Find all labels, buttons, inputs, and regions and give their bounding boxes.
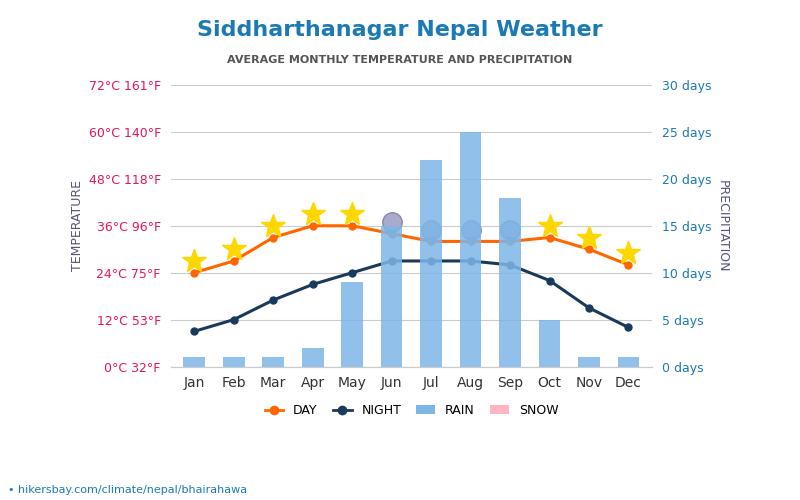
Bar bbox=[538, 320, 560, 366]
Text: • hikersbay.com/climate/nepal/bhairahawa: • hikersbay.com/climate/nepal/bhairahawa bbox=[8, 485, 247, 495]
Text: Siddharthanagar Nepal Weather: Siddharthanagar Nepal Weather bbox=[197, 20, 603, 40]
Bar bbox=[223, 357, 245, 366]
Legend: DAY, NIGHT, RAIN, SNOW: DAY, NIGHT, RAIN, SNOW bbox=[259, 399, 563, 422]
Bar bbox=[262, 357, 284, 366]
Y-axis label: PRECIPITATION: PRECIPITATION bbox=[716, 180, 729, 272]
Bar bbox=[578, 357, 600, 366]
Y-axis label: TEMPERATURE: TEMPERATURE bbox=[71, 180, 84, 272]
Text: AVERAGE MONTHLY TEMPERATURE AND PRECIPITATION: AVERAGE MONTHLY TEMPERATURE AND PRECIPIT… bbox=[227, 55, 573, 65]
Bar bbox=[381, 226, 402, 366]
Bar bbox=[342, 282, 363, 366]
Bar bbox=[499, 198, 521, 366]
Bar bbox=[460, 132, 482, 366]
Bar bbox=[420, 160, 442, 366]
Bar bbox=[618, 357, 639, 366]
Bar bbox=[183, 357, 205, 366]
Bar bbox=[302, 348, 323, 366]
